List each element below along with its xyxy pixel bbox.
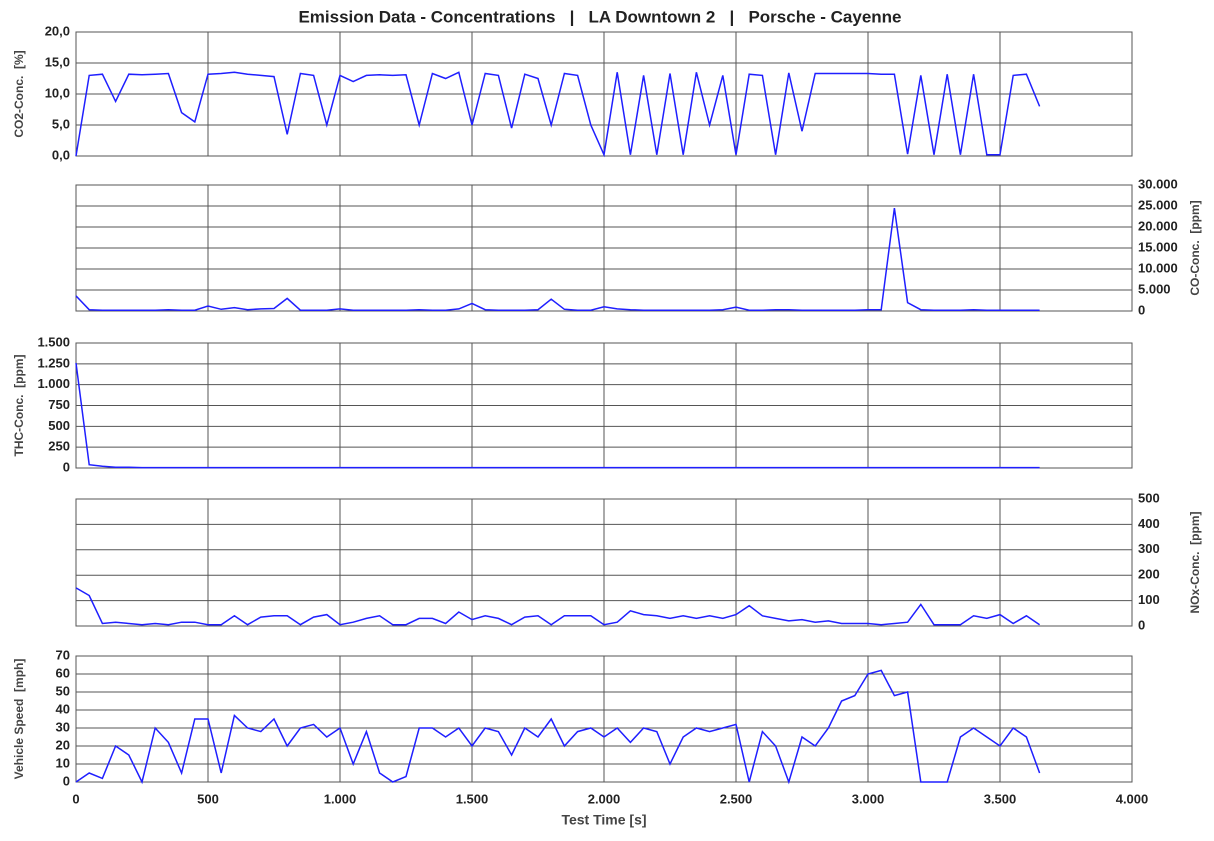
data-line [75,207,1040,311]
y-tick-label: 0 [1138,302,1145,317]
y-axis-label: NOx-Conc. [ppm] [1188,512,1202,614]
x-tick-label: 3.000 [852,791,885,806]
y-tick-label: 0 [63,459,70,474]
y-tick-label: 15,0 [45,54,70,69]
y-axis-label: CO2-Conc. [%] [12,50,26,137]
y-tick-label: 1.250 [37,355,70,370]
y-tick-label: 40 [56,701,70,716]
y-tick-label: 70 [56,647,70,662]
y-tick-label: 500 [48,418,70,433]
x-tick-label: 2.500 [720,791,753,806]
x-tick-label: 500 [197,791,219,806]
y-tick-label: 500 [1138,490,1160,505]
y-tick-label: 100 [1138,592,1160,607]
y-tick-label: 15.000 [1138,239,1178,254]
y-tick-label: 30 [56,719,70,734]
y-tick-label: 1.500 [37,334,70,349]
y-tick-label: 10,0 [45,85,70,100]
y-tick-label: 0 [63,773,70,788]
y-axis-label: Vehicle Speed [mph] [12,659,26,780]
y-tick-label: 300 [1138,541,1160,556]
y-tick-label: 200 [1138,567,1160,582]
y-tick-label: 10.000 [1138,260,1178,275]
y-tick-label: 10 [56,755,70,770]
y-tick-label: 5,0 [52,116,70,131]
y-tick-label: 400 [1138,516,1160,531]
y-tick-label: 60 [56,665,70,680]
y-tick-label: 5.000 [1138,281,1171,296]
data-line [75,362,1040,469]
y-tick-label: 50 [56,683,70,698]
y-tick-label: 20.000 [1138,218,1178,233]
y-tick-label: 20 [56,737,70,752]
y-tick-label: 20,0 [45,23,70,38]
y-axis-label: THC-Conc. [ppm] [12,355,26,457]
y-tick-label: 1.000 [37,376,70,391]
data-line [75,669,1041,785]
data-line [75,587,1041,626]
y-tick-label: 0 [1138,617,1145,632]
chart-title: Emission Data - Concentrations | LA Down… [298,7,901,26]
x-axis-label: Test Time [s] [561,812,646,828]
x-tick-label: 1.500 [456,791,489,806]
y-tick-label: 25.000 [1138,197,1178,212]
y-axis-label: CO-Conc. [ppm] [1188,200,1202,295]
y-tick-label: 30.000 [1138,176,1178,191]
x-tick-label: 0 [72,791,79,806]
y-tick-label: 750 [48,397,70,412]
x-tick-label: 4.000 [1116,791,1149,806]
y-tick-label: 250 [48,439,70,454]
data-line [75,71,1041,158]
x-tick-label: 1.000 [324,791,357,806]
x-tick-label: 3.500 [984,791,1017,806]
y-tick-label: 0,0 [52,147,70,162]
x-tick-label: 2.000 [588,791,621,806]
